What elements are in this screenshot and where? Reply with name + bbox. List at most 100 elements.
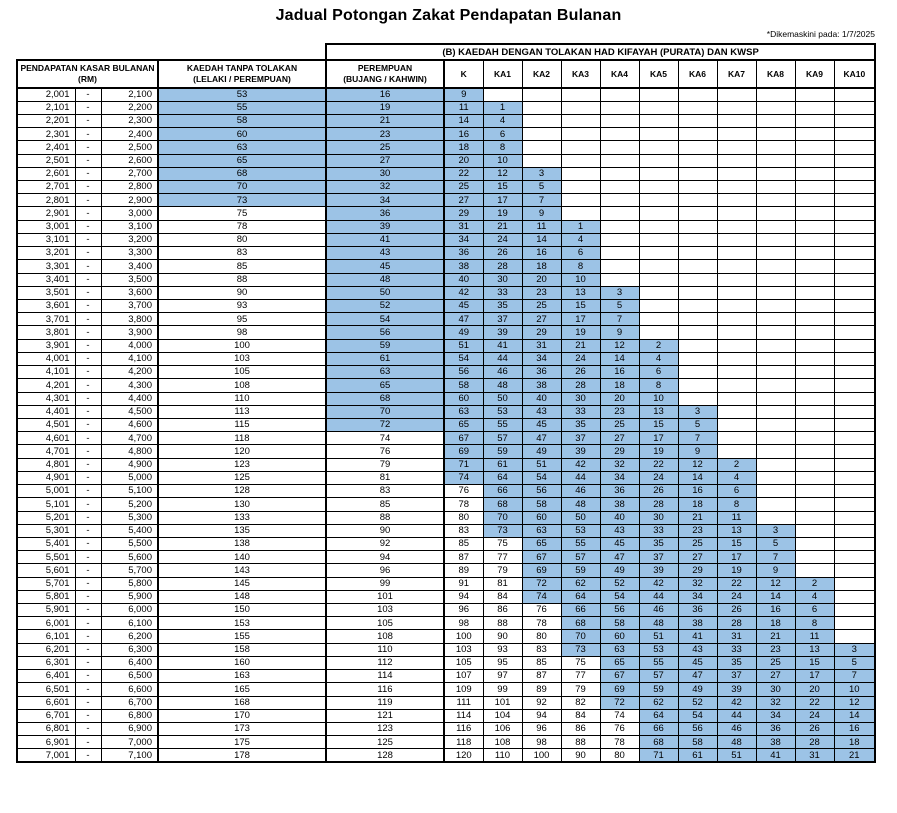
value-cell: 100 [443,629,484,644]
value-cell: 110 [325,642,445,657]
value-cell: 22 [443,166,484,182]
value-cell: 39 [716,682,757,697]
income-low-cell: 5,901 [16,603,76,618]
value-cell: 1 [482,100,523,115]
dash-cell: - [74,748,102,764]
income-high-cell: 3,600 [100,285,159,301]
value-cell [677,272,718,287]
value-cell: 42 [638,576,679,591]
value-cell [716,431,757,446]
value-cell: 40 [599,510,640,525]
value-cell: 16 [325,87,445,102]
value-cell: 34 [677,589,718,605]
value-cell [521,140,562,155]
value-cell: 118 [443,735,484,750]
income-high-cell: 5,800 [100,576,159,591]
value-cell [755,219,796,234]
table-row: 6,701-6,800 170 121 114 104 94 84 74 64 54 44 34 24 1… [16,708,877,724]
dash-cell: - [74,576,102,591]
value-cell: 105 [325,616,445,631]
value-cell: 49 [599,563,640,578]
value-cell: 5 [755,536,796,552]
value-cell: 90 [157,285,327,301]
income-high-cell: 3,800 [100,312,159,327]
value-cell [755,232,796,248]
value-cell [755,457,796,472]
table-row: 3,101-3,200 80 41 34 24 14 4 [16,232,877,248]
dash-cell: - [74,708,102,724]
value-cell: 73 [157,193,327,208]
value-cell: 59 [325,338,445,353]
income-low-cell: 6,801 [16,721,76,737]
header-ka4: KA4 [599,59,640,89]
value-cell: 29 [677,563,718,578]
value-cell: 60 [157,127,327,142]
value-cell: 32 [755,695,796,710]
income-low-cell: 6,401 [16,669,76,684]
value-cell: 56 [325,325,445,340]
value-cell: 153 [157,616,327,631]
value-cell: 120 [443,748,484,764]
value-cell [521,113,562,129]
value-cell: 13 [638,404,679,419]
value-cell: 150 [157,603,327,618]
value-cell: 76 [325,444,445,459]
value-cell: 28 [482,259,523,274]
value-cell: 101 [482,695,523,710]
value-cell: 112 [325,655,445,671]
income-high-cell: 3,500 [100,272,159,287]
value-cell: 155 [157,629,327,644]
value-cell: 94 [521,708,562,724]
table-row: 5,101-5,200 130 85 78 68 58 48 38 28 18 8 [16,497,877,512]
value-cell [833,272,877,287]
value-cell: 65 [443,417,484,433]
value-cell: 64 [482,470,523,486]
value-cell: 24 [716,589,757,605]
value-cell: 21 [755,629,796,644]
value-cell [794,365,835,380]
value-cell: 9 [443,87,484,102]
value-cell: 82 [560,695,601,710]
value-cell: 133 [157,510,327,525]
value-cell: 1 [560,219,601,234]
value-cell: 53 [482,404,523,419]
value-cell: 6 [638,365,679,380]
value-cell: 99 [482,682,523,697]
value-cell [716,338,757,353]
dash-cell: - [74,669,102,684]
dash-cell: - [74,180,102,195]
income-low-cell: 3,401 [16,272,76,287]
value-cell: 11 [443,100,484,115]
income-high-cell: 5,200 [100,497,159,512]
value-cell: 4 [638,351,679,367]
value-cell: 59 [638,682,679,697]
value-cell [833,431,877,446]
value-cell: 25 [325,140,445,155]
value-cell [833,457,877,472]
value-cell: 103 [443,642,484,657]
value-cell: 65 [325,378,445,393]
value-cell: 61 [677,748,718,764]
value-cell: 14 [677,470,718,486]
value-cell: 44 [482,351,523,367]
value-cell: 7 [599,312,640,327]
value-cell: 2 [716,457,757,472]
value-cell: 54 [325,312,445,327]
income-high-cell: 2,400 [100,127,159,142]
value-cell: 103 [157,351,327,367]
dash-cell: - [74,550,102,565]
value-cell [755,338,796,353]
value-cell: 3 [677,404,718,419]
value-cell: 5 [833,655,877,671]
value-cell: 30 [325,166,445,182]
value-cell: 50 [560,510,601,525]
value-cell: 50 [482,391,523,406]
income-high-cell: 5,100 [100,484,159,499]
value-cell: 74 [599,708,640,724]
value-cell: 23 [599,404,640,419]
dash-cell: - [74,113,102,129]
value-cell: 77 [560,669,601,684]
value-cell [833,616,877,631]
value-cell: 16 [755,603,796,618]
value-cell: 135 [157,523,327,538]
